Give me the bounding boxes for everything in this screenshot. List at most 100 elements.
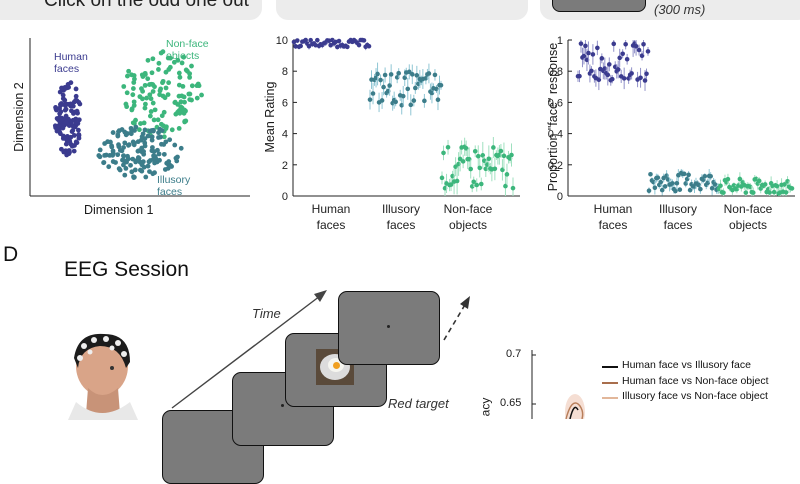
proportion-point [644, 71, 649, 77]
mds-illusory-point [96, 153, 102, 158]
prop-cat-illusory: Illusory faces [658, 202, 697, 232]
mds-illusory-point [119, 148, 125, 154]
mds-human-point [60, 92, 66, 98]
mds-illusory-point [140, 131, 146, 137]
mds-nonface-point [165, 55, 171, 61]
mds-xlabel: Dimension 1 [84, 203, 154, 217]
mds-nonface-point [169, 127, 175, 133]
mds-illusory-point [159, 141, 164, 147]
mds-illusory-point [110, 150, 116, 156]
mds-nonface-point [129, 107, 135, 113]
mds-illusory-point [155, 147, 160, 153]
mds-illusory-point [139, 168, 145, 174]
mds-illusory-point [110, 159, 116, 164]
mds-nonface-point [145, 57, 151, 63]
mds-illusory-point [145, 163, 151, 169]
mds-illusory-point [156, 135, 161, 140]
mds-nonface-point [161, 134, 167, 140]
mds-illusory-point [135, 155, 141, 160]
mds-label-illusory: Illusory faces [157, 174, 191, 198]
proportion-point [673, 188, 678, 194]
proportion-plot: 0 0.2 0.4 0.6 0.8 1 [548, 35, 795, 203]
mds-human-point [69, 129, 75, 134]
mds-nonface-point [144, 95, 150, 101]
mds-nonface-point [150, 56, 156, 62]
proportion-point [702, 173, 708, 179]
mds-nonface-point [150, 89, 156, 94]
mds-illusory-point [147, 169, 152, 175]
rating-point [448, 182, 454, 187]
mds-illusory-point [116, 166, 122, 172]
rating-point [298, 43, 303, 49]
rating-point [379, 98, 385, 103]
mds-human-point [62, 107, 68, 113]
rating-point [414, 73, 420, 78]
proportion-point [578, 41, 584, 46]
fixation-dot-1 [387, 325, 390, 328]
rating-point [295, 38, 300, 43]
proportion-point [709, 186, 715, 191]
mds-illusory-point [167, 137, 173, 143]
mds-nonface-point [171, 59, 177, 65]
mds-nonface-point [175, 57, 181, 63]
mds-human-point [75, 127, 81, 133]
prop-cat-human: Human faces [593, 202, 633, 232]
mds-illusory-point [131, 175, 137, 180]
decoding-ytick-1: 0.65 [500, 397, 522, 409]
legend-item-2: Human face vs Non-face object [622, 375, 769, 387]
rating-point [478, 181, 484, 187]
mds-illusory-point [101, 160, 106, 166]
mds-illusory-point [122, 129, 128, 135]
mds-nonface-point [149, 70, 155, 76]
mds-nonface-point [179, 60, 185, 66]
mds-illusory-point [115, 152, 121, 158]
rating-point [388, 72, 394, 77]
proportion-point [624, 56, 630, 62]
mds-illusory-point [141, 164, 147, 170]
red-target-label: Red target [388, 396, 449, 411]
mds-human-point [58, 101, 64, 107]
mds-illusory-point [103, 152, 109, 158]
mds-illusory-point [149, 134, 155, 140]
proportion-point [581, 53, 587, 59]
mds-human-point [59, 85, 64, 91]
rating-plot: 0 2 4 6 8 10 [276, 35, 520, 203]
mds-nonface-point [125, 73, 130, 79]
proportion-point [621, 76, 627, 81]
mds-nonface-point [183, 67, 189, 73]
mds-nonface-point [142, 70, 148, 76]
mds-nonface-point [180, 84, 186, 89]
mds-nonface-point [151, 117, 157, 123]
proportion-point [633, 43, 639, 49]
proportion-point [642, 78, 648, 83]
mds-human-point [56, 123, 62, 129]
mds-nonface-point [131, 103, 137, 108]
mds-nonface-point [152, 107, 158, 113]
rating-point [382, 72, 388, 78]
proportion-point [641, 41, 646, 47]
mds-nonface-point [175, 109, 181, 115]
mds-nonface-point [160, 78, 166, 84]
mds-nonface-point [182, 118, 188, 124]
mds-human-point [76, 135, 82, 141]
rating-point [315, 37, 320, 43]
mds-nonface-point [199, 92, 204, 98]
mds-nonface-point [145, 76, 151, 82]
proportion-point [718, 183, 723, 189]
rating-point [435, 97, 441, 103]
rating-point [370, 91, 376, 96]
instruction-text: Click on the odd one out [44, 0, 249, 11]
mds-nonface-point [132, 76, 137, 82]
mds-illusory-point [110, 130, 116, 135]
rating-point [375, 71, 380, 77]
mds-nonface-point [177, 74, 183, 80]
egg-stimulus-image [316, 349, 354, 385]
mds-nonface-point [126, 68, 132, 74]
mds-human-point [73, 120, 79, 126]
mds-illusory-point [128, 162, 133, 168]
mds-illusory-point [135, 139, 141, 145]
proportion-point [586, 50, 591, 56]
proportion-point [620, 51, 625, 57]
rating-point [472, 148, 478, 154]
rating-cat-nonface: Non-face objects [443, 202, 493, 232]
